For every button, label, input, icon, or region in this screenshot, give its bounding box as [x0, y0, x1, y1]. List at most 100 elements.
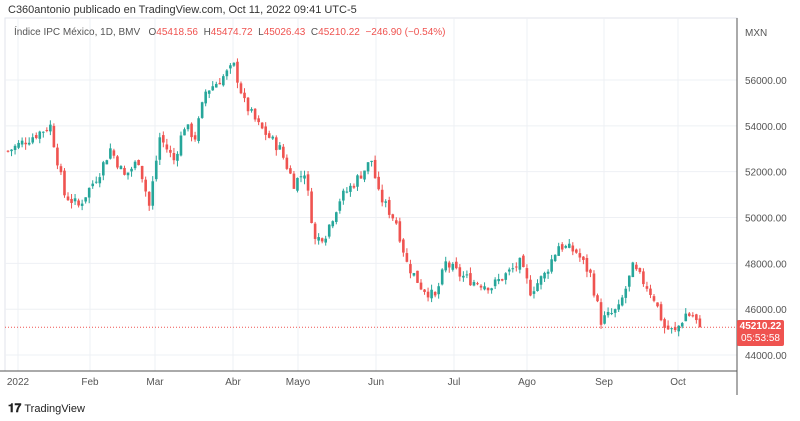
candle-down	[123, 167, 126, 175]
candle-up	[327, 224, 331, 237]
candle-down	[112, 150, 116, 156]
candle-up	[119, 166, 123, 170]
candle-down	[243, 92, 246, 99]
candle-up	[94, 181, 98, 183]
candle-down	[373, 159, 377, 179]
candle-up	[98, 177, 102, 184]
candle-up	[518, 257, 522, 270]
candle-up	[317, 237, 320, 241]
candle-up	[204, 91, 207, 104]
candle-up	[497, 279, 500, 282]
candle-up	[38, 131, 42, 139]
candle-down	[6, 150, 10, 152]
candle-up	[102, 162, 105, 176]
x-tick-label: Mayo	[286, 377, 311, 388]
candle-up	[536, 283, 539, 292]
candle-up	[186, 124, 190, 130]
low-value: 45026.43	[263, 27, 306, 38]
candle-up	[564, 245, 568, 248]
bar-countdown: 05:53:58	[741, 333, 780, 344]
candle-down	[402, 239, 405, 253]
candle-down	[571, 245, 575, 252]
candle-down	[423, 289, 426, 292]
candle-down	[306, 174, 310, 191]
candle-up	[222, 76, 225, 86]
candle-up	[296, 177, 299, 191]
candle-down	[387, 200, 391, 215]
x-tick-label: Sep	[595, 377, 613, 388]
candle-down	[529, 279, 532, 296]
candle-down	[147, 191, 151, 206]
candle-up	[324, 238, 327, 243]
candle-down	[257, 118, 260, 123]
candle-down	[447, 262, 451, 268]
candle-up	[451, 263, 455, 270]
candle-down	[649, 288, 652, 295]
candle-up	[176, 153, 179, 161]
candle-up	[225, 70, 229, 77]
candle-down	[190, 123, 193, 138]
candle-up	[440, 269, 444, 285]
candle-down	[691, 315, 695, 317]
candle-down	[63, 170, 66, 196]
candle-up	[366, 162, 370, 172]
candle-down	[285, 157, 289, 169]
candle-up	[197, 118, 200, 142]
candle-up	[617, 304, 620, 310]
candle-up	[356, 175, 359, 187]
candle-down	[236, 61, 239, 83]
y-tick-label: 50000.00	[745, 214, 787, 225]
candle-up	[465, 274, 469, 276]
candle-up	[214, 83, 218, 88]
candle-down	[172, 153, 176, 161]
x-tick-label: Ago	[518, 377, 536, 388]
candle-down	[592, 273, 596, 296]
candle-down	[24, 142, 27, 145]
candle-up	[483, 286, 486, 290]
y-tick-label: 48000.00	[745, 259, 787, 270]
x-tick-label: Feb	[81, 377, 99, 388]
candle-up	[13, 145, 17, 151]
candle-up	[444, 261, 448, 271]
candle-down	[476, 283, 479, 285]
candle-down	[320, 238, 324, 242]
candle-down	[695, 314, 698, 321]
candle-down	[663, 319, 666, 328]
candle-up	[472, 282, 476, 286]
candle-down	[70, 198, 73, 203]
candle-down	[165, 144, 169, 150]
candle-down	[140, 165, 144, 180]
candle-down	[652, 296, 656, 301]
ohlc-legend: Índice IPC México, 1D, BMV O45418.56 H45…	[14, 27, 446, 38]
candle-up	[349, 185, 352, 192]
candle-down	[500, 279, 504, 281]
candle-down	[313, 223, 317, 239]
candle-up	[345, 191, 349, 193]
candle-down	[522, 255, 525, 268]
candle-up	[363, 170, 366, 180]
last-price: 45210.22	[739, 321, 782, 332]
candle-down	[582, 256, 585, 260]
candle-down	[426, 291, 430, 298]
candle-up	[627, 275, 631, 287]
candle-up	[677, 325, 680, 332]
candle-up	[334, 212, 338, 222]
close-value: 45210.22	[318, 27, 360, 38]
candle-up	[250, 109, 253, 111]
candle-down	[469, 273, 472, 286]
candle-down	[218, 82, 222, 85]
tradingview-logo[interactable]: 𝟏𝟕 TradingView	[8, 401, 85, 416]
candle-up	[109, 148, 112, 159]
candle-up	[20, 140, 24, 145]
candle-up	[84, 197, 87, 202]
open-label: O	[148, 27, 157, 38]
candle-down	[673, 327, 677, 331]
candle-up	[91, 183, 95, 187]
candle-down	[260, 122, 264, 129]
candle-up	[49, 124, 52, 132]
candle-up	[27, 142, 31, 145]
candle-down	[246, 97, 250, 112]
candle-up	[179, 135, 183, 156]
candle-down	[458, 267, 462, 277]
